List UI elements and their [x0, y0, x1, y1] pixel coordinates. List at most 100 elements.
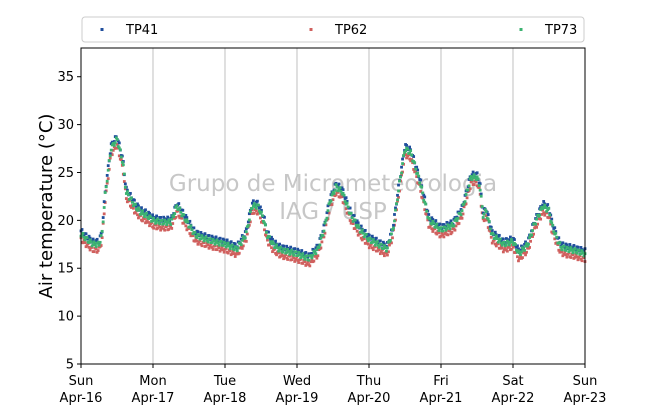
data-point [498, 237, 502, 241]
data-point [204, 235, 208, 239]
data-point [151, 219, 154, 223]
data-point [344, 207, 348, 211]
data-point [468, 187, 472, 191]
data-point [232, 252, 236, 256]
data-point [578, 254, 582, 258]
data-point [264, 223, 267, 227]
data-point [113, 141, 117, 145]
data-point [557, 248, 561, 252]
data-point [243, 236, 247, 240]
data-point [349, 221, 353, 225]
data-point [218, 249, 222, 253]
data-point [330, 193, 334, 197]
data-point [280, 247, 283, 251]
legend-marker [309, 28, 313, 31]
data-point [281, 250, 284, 254]
data-point [470, 179, 474, 183]
data-point [484, 210, 488, 214]
data-point [227, 244, 231, 248]
data-point [157, 219, 161, 223]
legend-label: TP62 [334, 23, 367, 38]
data-point [388, 243, 391, 247]
data-point [569, 246, 573, 249]
data-point [551, 223, 555, 227]
data-point [574, 248, 578, 252]
data-point [477, 186, 481, 189]
data-point [323, 231, 327, 235]
data-point [480, 205, 484, 208]
data-point [312, 259, 316, 263]
data-point [579, 257, 583, 261]
data-point [495, 237, 499, 240]
data-point [309, 254, 313, 257]
data-point [439, 226, 443, 230]
data-point [453, 219, 457, 222]
data-point [450, 230, 454, 234]
data-point [423, 200, 427, 204]
data-point [192, 226, 196, 230]
x-tick-date-label: Apr-16 [60, 391, 103, 406]
data-point [361, 231, 365, 235]
data-point [359, 230, 363, 234]
data-point [254, 209, 258, 213]
data-point [357, 225, 361, 229]
data-point [293, 260, 297, 263]
data-point [88, 248, 92, 252]
data-point [148, 211, 151, 215]
data-point [316, 254, 320, 258]
data-point [354, 221, 358, 225]
data-point [184, 213, 188, 217]
data-point [341, 188, 345, 192]
data-point [321, 234, 325, 237]
data-point [566, 246, 570, 250]
data-point [81, 241, 85, 245]
data-point [117, 141, 121, 145]
data-point [519, 248, 522, 252]
data-point [322, 223, 326, 227]
data-point [277, 249, 280, 253]
data-point [162, 215, 166, 219]
data-point [343, 200, 347, 203]
data-point [314, 254, 318, 258]
data-point [292, 253, 296, 257]
data-point [119, 155, 123, 159]
data-point [512, 245, 515, 249]
data-point [96, 249, 100, 252]
data-point [241, 244, 245, 248]
data-point [397, 195, 400, 199]
data-point [289, 250, 293, 254]
data-point [259, 205, 262, 209]
data-point [110, 143, 114, 147]
data-point [162, 222, 166, 225]
data-point [221, 248, 225, 252]
data-point [87, 234, 91, 238]
data-point [435, 222, 439, 226]
data-point [516, 250, 519, 254]
data-point [434, 224, 438, 228]
data-point [515, 245, 518, 249]
data-point [97, 243, 101, 247]
data-point [534, 224, 538, 228]
data-point [380, 248, 384, 252]
data-point [322, 235, 326, 239]
data-point [418, 183, 422, 186]
data-point [263, 228, 266, 232]
data-point [518, 256, 521, 260]
data-point [294, 257, 298, 261]
data-point [329, 199, 333, 203]
data-point [469, 174, 473, 178]
data-point [498, 246, 502, 250]
data-point [178, 206, 182, 210]
data-point [410, 158, 414, 161]
data-point [455, 220, 459, 224]
data-point [327, 211, 331, 215]
data-point [430, 216, 434, 220]
data-point [368, 237, 372, 241]
data-point [176, 209, 180, 213]
data-point [125, 188, 129, 192]
data-point [443, 232, 447, 235]
x-tick-day-label: Tue [213, 374, 236, 389]
data-point [218, 236, 222, 240]
data-point [370, 246, 374, 250]
data-point [324, 223, 328, 227]
